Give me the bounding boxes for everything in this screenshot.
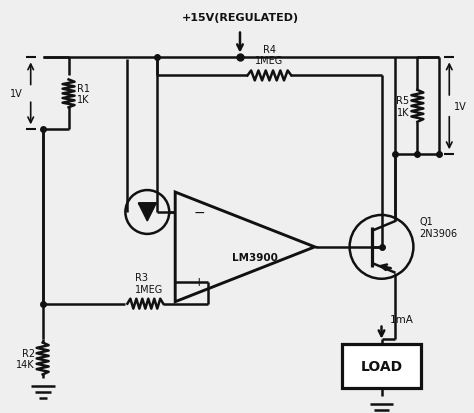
Text: R2
14K: R2 14K	[16, 348, 35, 369]
Bar	[342, 344, 421, 389]
Text: LOAD: LOAD	[360, 359, 402, 373]
Text: Q1
2N3906: Q1 2N3906	[419, 216, 457, 238]
Text: R4
1MEG: R4 1MEG	[255, 45, 283, 66]
Text: LM3900: LM3900	[232, 252, 278, 262]
Text: +: +	[193, 275, 204, 289]
Text: 1V: 1V	[454, 102, 467, 112]
Polygon shape	[138, 204, 156, 221]
Text: +15V(REGULATED): +15V(REGULATED)	[182, 13, 299, 23]
Text: 1V: 1V	[10, 89, 23, 99]
Text: R3
1MEG: R3 1MEG	[136, 273, 164, 294]
Text: 1mA: 1mA	[390, 314, 413, 324]
Text: R5
1K: R5 1K	[396, 96, 410, 117]
Text: R1
1K: R1 1K	[76, 83, 90, 105]
Text: −: −	[193, 206, 205, 219]
